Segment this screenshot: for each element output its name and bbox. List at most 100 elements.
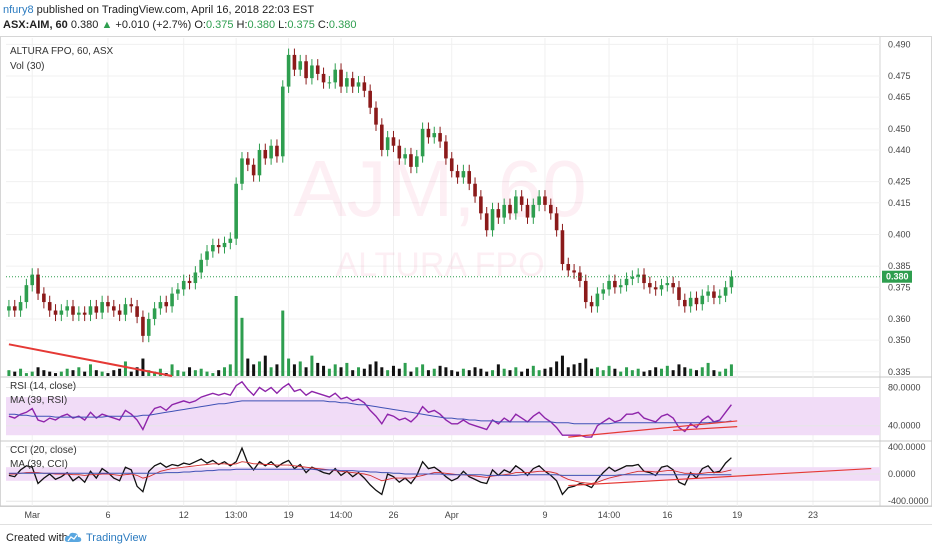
candle-body bbox=[47, 302, 52, 311]
time-tick-label: 6 bbox=[105, 510, 110, 520]
price-tick-label: 0.400 bbox=[888, 229, 911, 239]
volume-bar bbox=[403, 362, 407, 376]
candle-body bbox=[240, 158, 244, 184]
price-pane-title: ALTURA FPO, 60, ASX bbox=[10, 46, 114, 57]
volume-bar bbox=[537, 370, 541, 376]
candle-body bbox=[100, 302, 104, 313]
volume-bar bbox=[636, 368, 640, 376]
candle-body bbox=[595, 293, 600, 307]
volume-bar bbox=[275, 364, 279, 376]
volume-bar bbox=[327, 368, 331, 376]
created-with-label: Created with bbox=[6, 532, 68, 544]
price-tick-label: 0.350 bbox=[888, 335, 911, 345]
rsi-tick-label: 40.0000 bbox=[888, 421, 921, 431]
volume-bar bbox=[193, 370, 197, 376]
tradingview-cloud-icon bbox=[64, 532, 82, 542]
volume-bar bbox=[461, 368, 465, 376]
price-tick-label: 0.490 bbox=[888, 39, 911, 49]
volume-bar bbox=[13, 371, 17, 376]
volume-bar bbox=[123, 361, 127, 376]
volume-bar bbox=[304, 367, 308, 376]
time-tick-label: Mar bbox=[24, 510, 40, 520]
candle-body bbox=[479, 196, 483, 214]
candle-body bbox=[280, 86, 285, 157]
time-tick-label: 13:00 bbox=[225, 510, 248, 520]
volume-bar bbox=[566, 367, 570, 376]
candle-body bbox=[42, 293, 46, 303]
candle-body bbox=[205, 251, 209, 260]
volume-bar bbox=[438, 365, 442, 376]
candle-body bbox=[164, 302, 169, 307]
candle-body bbox=[327, 82, 332, 84]
chart-header: nfury8 published on TradingView.com, Apr… bbox=[0, 0, 932, 34]
candle-body bbox=[123, 304, 128, 315]
candle-body bbox=[531, 204, 536, 218]
candle-body bbox=[24, 285, 29, 303]
candle-body bbox=[397, 145, 402, 159]
volume-bar bbox=[432, 368, 436, 376]
volume-bar bbox=[65, 368, 69, 376]
candle-body bbox=[199, 259, 203, 273]
rsi-trendline bbox=[673, 426, 738, 432]
candle-body bbox=[426, 128, 431, 138]
candle-body bbox=[356, 82, 361, 87]
chart-canvas[interactable]: 0.490 0.475 0.465 0.450 0.440 0.425 0.415 0.400… bbox=[0, 36, 932, 524]
volume-bar bbox=[170, 364, 174, 376]
volume-bar bbox=[601, 370, 605, 376]
volume-bar bbox=[391, 365, 395, 376]
volume-bar bbox=[357, 367, 361, 376]
publish-line: nfury8 published on TradingView.com, Apr… bbox=[3, 4, 314, 16]
candle-body bbox=[706, 291, 710, 296]
price-tick-label: 0.335 bbox=[888, 367, 911, 377]
volume-bar bbox=[106, 373, 110, 376]
open-label: O: bbox=[194, 19, 206, 31]
volume-bar bbox=[176, 370, 180, 376]
candle-body bbox=[339, 69, 343, 87]
candle-body bbox=[246, 158, 250, 165]
volume-bar bbox=[415, 367, 419, 376]
volume-bar bbox=[252, 364, 256, 376]
candle-body bbox=[717, 295, 722, 298]
volume-bar bbox=[724, 368, 728, 376]
volume-bar bbox=[508, 370, 512, 376]
volume-bar bbox=[729, 364, 733, 376]
volume-bar bbox=[188, 367, 192, 376]
candle-body bbox=[12, 306, 17, 311]
price-tick-label: 0.450 bbox=[888, 124, 911, 134]
volume-bar bbox=[24, 373, 28, 376]
price-change: +0.010 (+2.7%) bbox=[115, 19, 192, 31]
candle-body bbox=[135, 306, 139, 317]
candle-body bbox=[30, 274, 35, 286]
volume-bar bbox=[595, 367, 599, 376]
candle-body bbox=[146, 318, 151, 336]
volume-bar bbox=[48, 371, 52, 376]
candle-body bbox=[409, 154, 413, 167]
candle-body bbox=[543, 196, 547, 205]
tradingview-link[interactable]: TradingView bbox=[86, 532, 147, 544]
volume-bar bbox=[77, 367, 81, 376]
candle-body bbox=[106, 302, 110, 307]
volume-bar bbox=[135, 367, 139, 376]
volume-bar bbox=[223, 367, 226, 376]
candle-body bbox=[648, 283, 652, 288]
time-tick-label: 14:00 bbox=[598, 510, 621, 520]
volume-bar bbox=[316, 362, 320, 376]
candle-body bbox=[624, 278, 629, 286]
volume-bar bbox=[467, 370, 471, 376]
volume-bar bbox=[380, 367, 384, 376]
candle-body bbox=[659, 285, 664, 290]
username-link[interactable]: nfury8 bbox=[3, 4, 34, 16]
volume-bar bbox=[141, 358, 145, 376]
volume-bar bbox=[491, 370, 495, 376]
candle-body bbox=[508, 204, 512, 214]
candle-body bbox=[345, 78, 349, 87]
candle-body bbox=[275, 145, 279, 157]
watermark-symbol: AJM, 60 bbox=[293, 144, 586, 233]
candle-body bbox=[519, 196, 524, 205]
volume-bar bbox=[712, 370, 716, 376]
candle-body bbox=[723, 287, 728, 296]
volume-bar bbox=[7, 370, 11, 376]
volume-bar bbox=[211, 373, 215, 376]
candle-body bbox=[461, 171, 466, 178]
price-tick-label: 0.475 bbox=[888, 71, 911, 81]
